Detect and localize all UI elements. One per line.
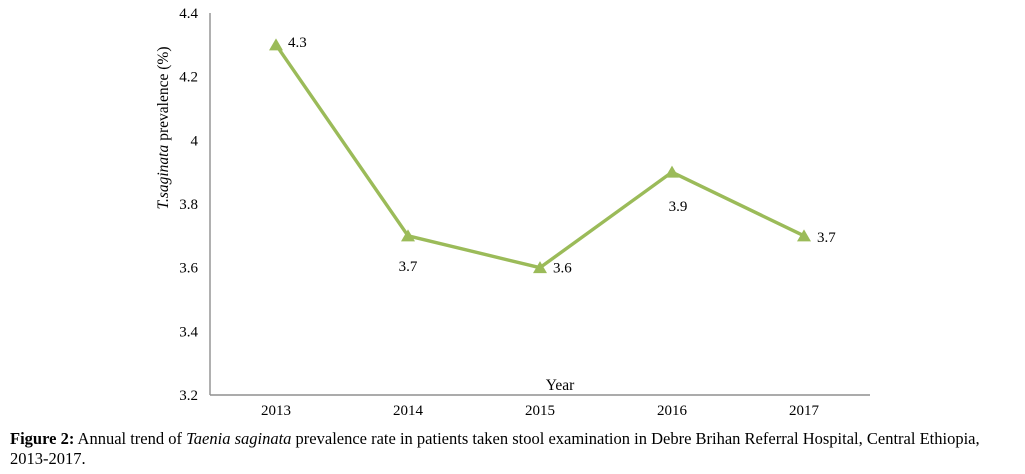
line-chart-svg: 4.4 4.2 4 3.8 3.6 3.4 3.2 2013 2014 2015 2016 2017 Y… — [155, 6, 870, 419]
prevalence-trend-chart: 4.4 4.2 4 3.8 3.6 3.4 3.2 2013 2014 2015 2016 2017 Y… — [155, 6, 870, 419]
x-axis-title: Year — [546, 377, 575, 394]
x-tick-label: 2017 — [789, 403, 820, 419]
caption-figure-label: Figure 2: — [10, 429, 75, 448]
data-label: 4.3 — [288, 35, 307, 51]
data-point-marker — [269, 38, 283, 51]
x-tick-label: 2015 — [525, 403, 555, 419]
y-tick-label: 3.6 — [179, 261, 198, 277]
figure-caption: Figure 2: Annual trend of Taenia saginat… — [0, 429, 1025, 469]
y-tick-label: 3.2 — [179, 388, 198, 404]
caption-species-name: Taenia saginata — [186, 429, 292, 448]
data-label: 3.6 — [553, 261, 572, 277]
y-tick-label: 4.2 — [179, 70, 198, 86]
data-label: 3.9 — [669, 199, 688, 215]
y-tick-label: 4.4 — [179, 6, 198, 22]
data-label: 3.7 — [817, 230, 836, 246]
caption-text-post: prevalence rate in patients taken stool … — [10, 429, 980, 469]
y-axis-title: T.saginataprevalence (%) — [155, 47, 172, 210]
data-label: 3.7 — [399, 259, 418, 275]
data-point-marker — [401, 229, 415, 242]
data-point-marker — [665, 165, 679, 178]
x-tick-label: 2013 — [261, 403, 291, 419]
data-point-marker — [797, 229, 811, 242]
y-tick-label: 3.8 — [179, 197, 198, 213]
x-tick-label: 2016 — [657, 403, 688, 419]
data-point-marker — [533, 261, 547, 274]
series-line — [274, 43, 806, 270]
y-tick-label: 3.4 — [179, 324, 198, 340]
y-tick-label: 4 — [191, 133, 199, 149]
x-tick-label: 2014 — [393, 403, 424, 419]
caption-text-pre: Annual trend of — [74, 429, 187, 448]
